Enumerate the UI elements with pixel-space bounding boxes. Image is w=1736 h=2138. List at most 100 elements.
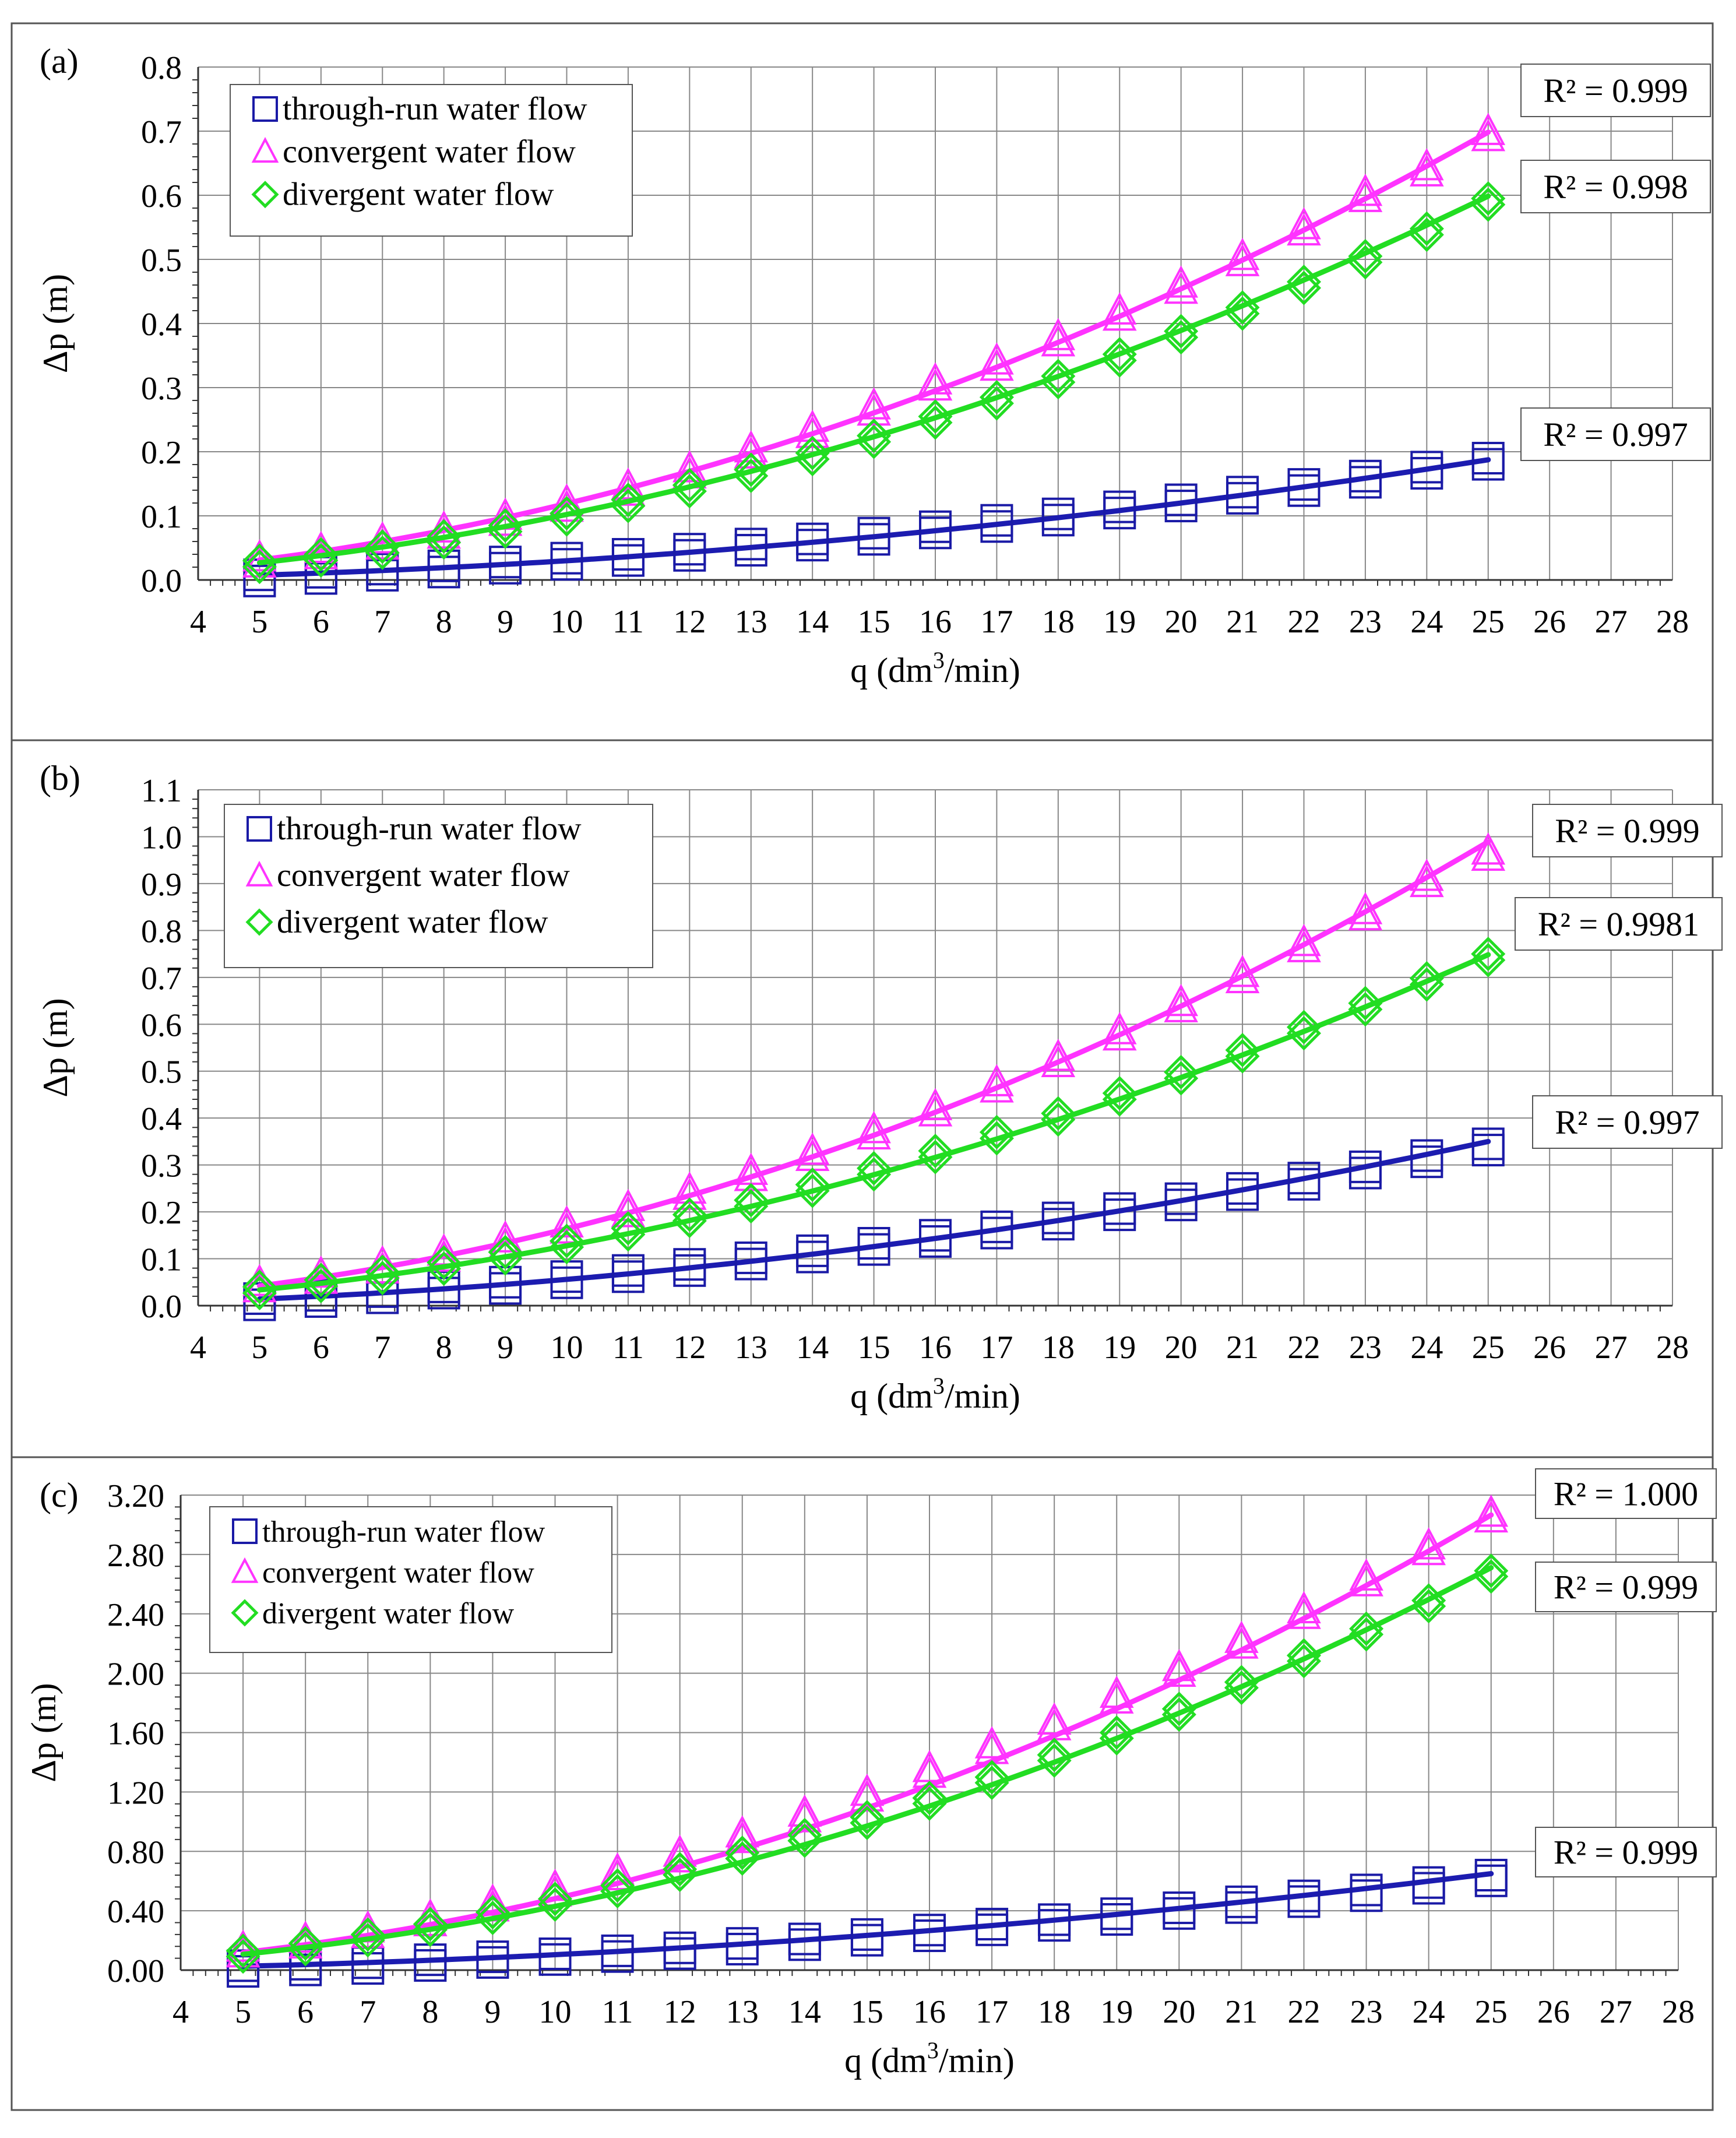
data-point	[226, 1929, 260, 1962]
data-point-repeat	[1348, 992, 1383, 1027]
data-point-repeat	[243, 564, 276, 597]
data-point-repeat	[365, 1251, 400, 1284]
data-point	[912, 1781, 947, 1816]
data-point-repeat	[796, 1240, 829, 1274]
data-point	[1164, 314, 1199, 349]
data-point-repeat	[427, 525, 462, 560]
x-tick-label: 23	[1349, 1330, 1382, 1366]
data-point-repeat	[980, 1216, 1013, 1250]
y-tick-label: 1.1	[141, 773, 182, 809]
data-point-repeat	[1409, 967, 1444, 1002]
data-point-repeat	[1348, 245, 1383, 280]
y-tick-label: 0.2	[141, 1195, 182, 1231]
data-point	[1102, 337, 1137, 372]
r2-label: R² = 1.000	[1554, 1475, 1698, 1513]
data-point-repeat	[1286, 270, 1322, 305]
y-tick-label: 1.60	[107, 1716, 164, 1752]
x-tick-label: 5	[235, 1994, 251, 2030]
data-point	[350, 1917, 385, 1952]
x-tick-label: 24	[1410, 604, 1443, 640]
data-point-repeat	[489, 551, 522, 585]
data-point-repeat	[1287, 1168, 1321, 1201]
fit-line	[240, 1565, 1494, 1957]
series-divergent-water-flow	[242, 181, 1506, 585]
x-tick-label: 5	[251, 1330, 267, 1366]
data-point-repeat	[611, 1195, 646, 1228]
data-point-repeat	[1409, 217, 1444, 252]
data-point	[918, 1133, 953, 1169]
data-point	[488, 1220, 523, 1253]
fit-line	[256, 952, 1491, 1293]
data-point-repeat	[1041, 1102, 1076, 1137]
series-divergent-water-flow	[226, 1553, 1509, 1974]
data-point	[734, 1183, 769, 1218]
data-point-repeat	[1099, 1721, 1134, 1756]
r2-label: R² = 0.999	[1554, 1569, 1698, 1606]
data-point-repeat	[1041, 1045, 1076, 1078]
panel-label: (b)	[40, 759, 80, 797]
x-tick-label: 14	[788, 1994, 821, 2030]
x-tick-label: 21	[1226, 1330, 1259, 1366]
data-point	[226, 1933, 260, 1968]
r2-label: R² = 0.997	[1555, 1103, 1699, 1141]
data-point	[979, 379, 1014, 415]
x-tick-label: 16	[919, 1330, 952, 1366]
data-point-repeat	[1350, 1879, 1383, 1912]
x-tick-label: 15	[858, 604, 890, 640]
y-tick-label: 1.20	[107, 1775, 164, 1811]
data-point	[918, 362, 953, 395]
data-point	[795, 1132, 830, 1165]
data-point	[857, 1151, 892, 1186]
data-point	[242, 543, 277, 578]
panel-1: 4 5 6 7 8 9 10 11 12 13 14 15 16 17 18 19 20 21 22 23 24 25 26…	[10, 22, 1714, 741]
data-point-repeat	[1224, 1671, 1259, 1706]
x-tick-label: 15	[858, 1330, 890, 1366]
x-tick-label: 26	[1537, 1994, 1570, 2030]
x-tick-label: 10	[551, 1330, 583, 1366]
data-point-repeat	[980, 510, 1013, 543]
legend-box	[224, 804, 653, 968]
legend-label: convergent water flow	[283, 133, 576, 170]
data-point	[1410, 147, 1444, 181]
y-tick-label: 2.00	[107, 1657, 164, 1693]
y-tick-label: 0.1	[141, 499, 182, 535]
y-tick-label: 0.4	[141, 1101, 182, 1137]
r2-box	[1535, 1468, 1717, 1519]
legend-marker	[231, 1599, 259, 1627]
data-point	[1164, 1054, 1199, 1089]
data-point-repeat	[979, 1121, 1014, 1156]
legend-label: convergent water flow	[262, 1556, 534, 1590]
x-tick-label: 22	[1288, 1330, 1321, 1366]
data-point	[1411, 1527, 1446, 1560]
data-point	[242, 539, 277, 572]
x-tick-label: 26	[1533, 604, 1566, 640]
x-tick-label: 25	[1472, 604, 1505, 640]
data-point-repeat	[1410, 154, 1444, 187]
legend-label: divergent water flow	[262, 1597, 515, 1630]
x-tick-label: 17	[976, 1994, 1008, 2030]
data-point	[304, 1263, 339, 1297]
y-tick-label: 0.4	[141, 307, 182, 343]
data-point-repeat	[550, 548, 583, 581]
x-tick-label: 12	[673, 1330, 706, 1366]
data-point-repeat	[976, 1913, 1009, 1946]
data-point	[1161, 1692, 1196, 1726]
data-point-repeat	[488, 514, 523, 549]
y-tick-label: 0.7	[141, 961, 182, 997]
data-point	[427, 519, 462, 554]
data-point-repeat	[1163, 1897, 1196, 1930]
legend-box	[209, 1506, 612, 1653]
x-tick-label: 4	[190, 604, 206, 640]
data-point-repeat	[795, 442, 830, 477]
data-point-repeat	[787, 1800, 822, 1833]
x-tick-label: 6	[313, 604, 329, 640]
data-point-repeat	[857, 1117, 891, 1149]
data-point-repeat	[1225, 244, 1260, 276]
data-point	[1225, 237, 1260, 270]
x-tick-label: 18	[1042, 604, 1075, 640]
x-tick-label: 27	[1595, 1330, 1628, 1366]
data-point	[304, 537, 339, 572]
fit-line	[256, 193, 1491, 565]
panel-3: 4 5 6 7 8 9 10 11 12 13 14 15 16 17 18 19 20 21 22 23 24 25 26…	[10, 1456, 1717, 2111]
data-point-repeat	[1349, 1617, 1384, 1652]
